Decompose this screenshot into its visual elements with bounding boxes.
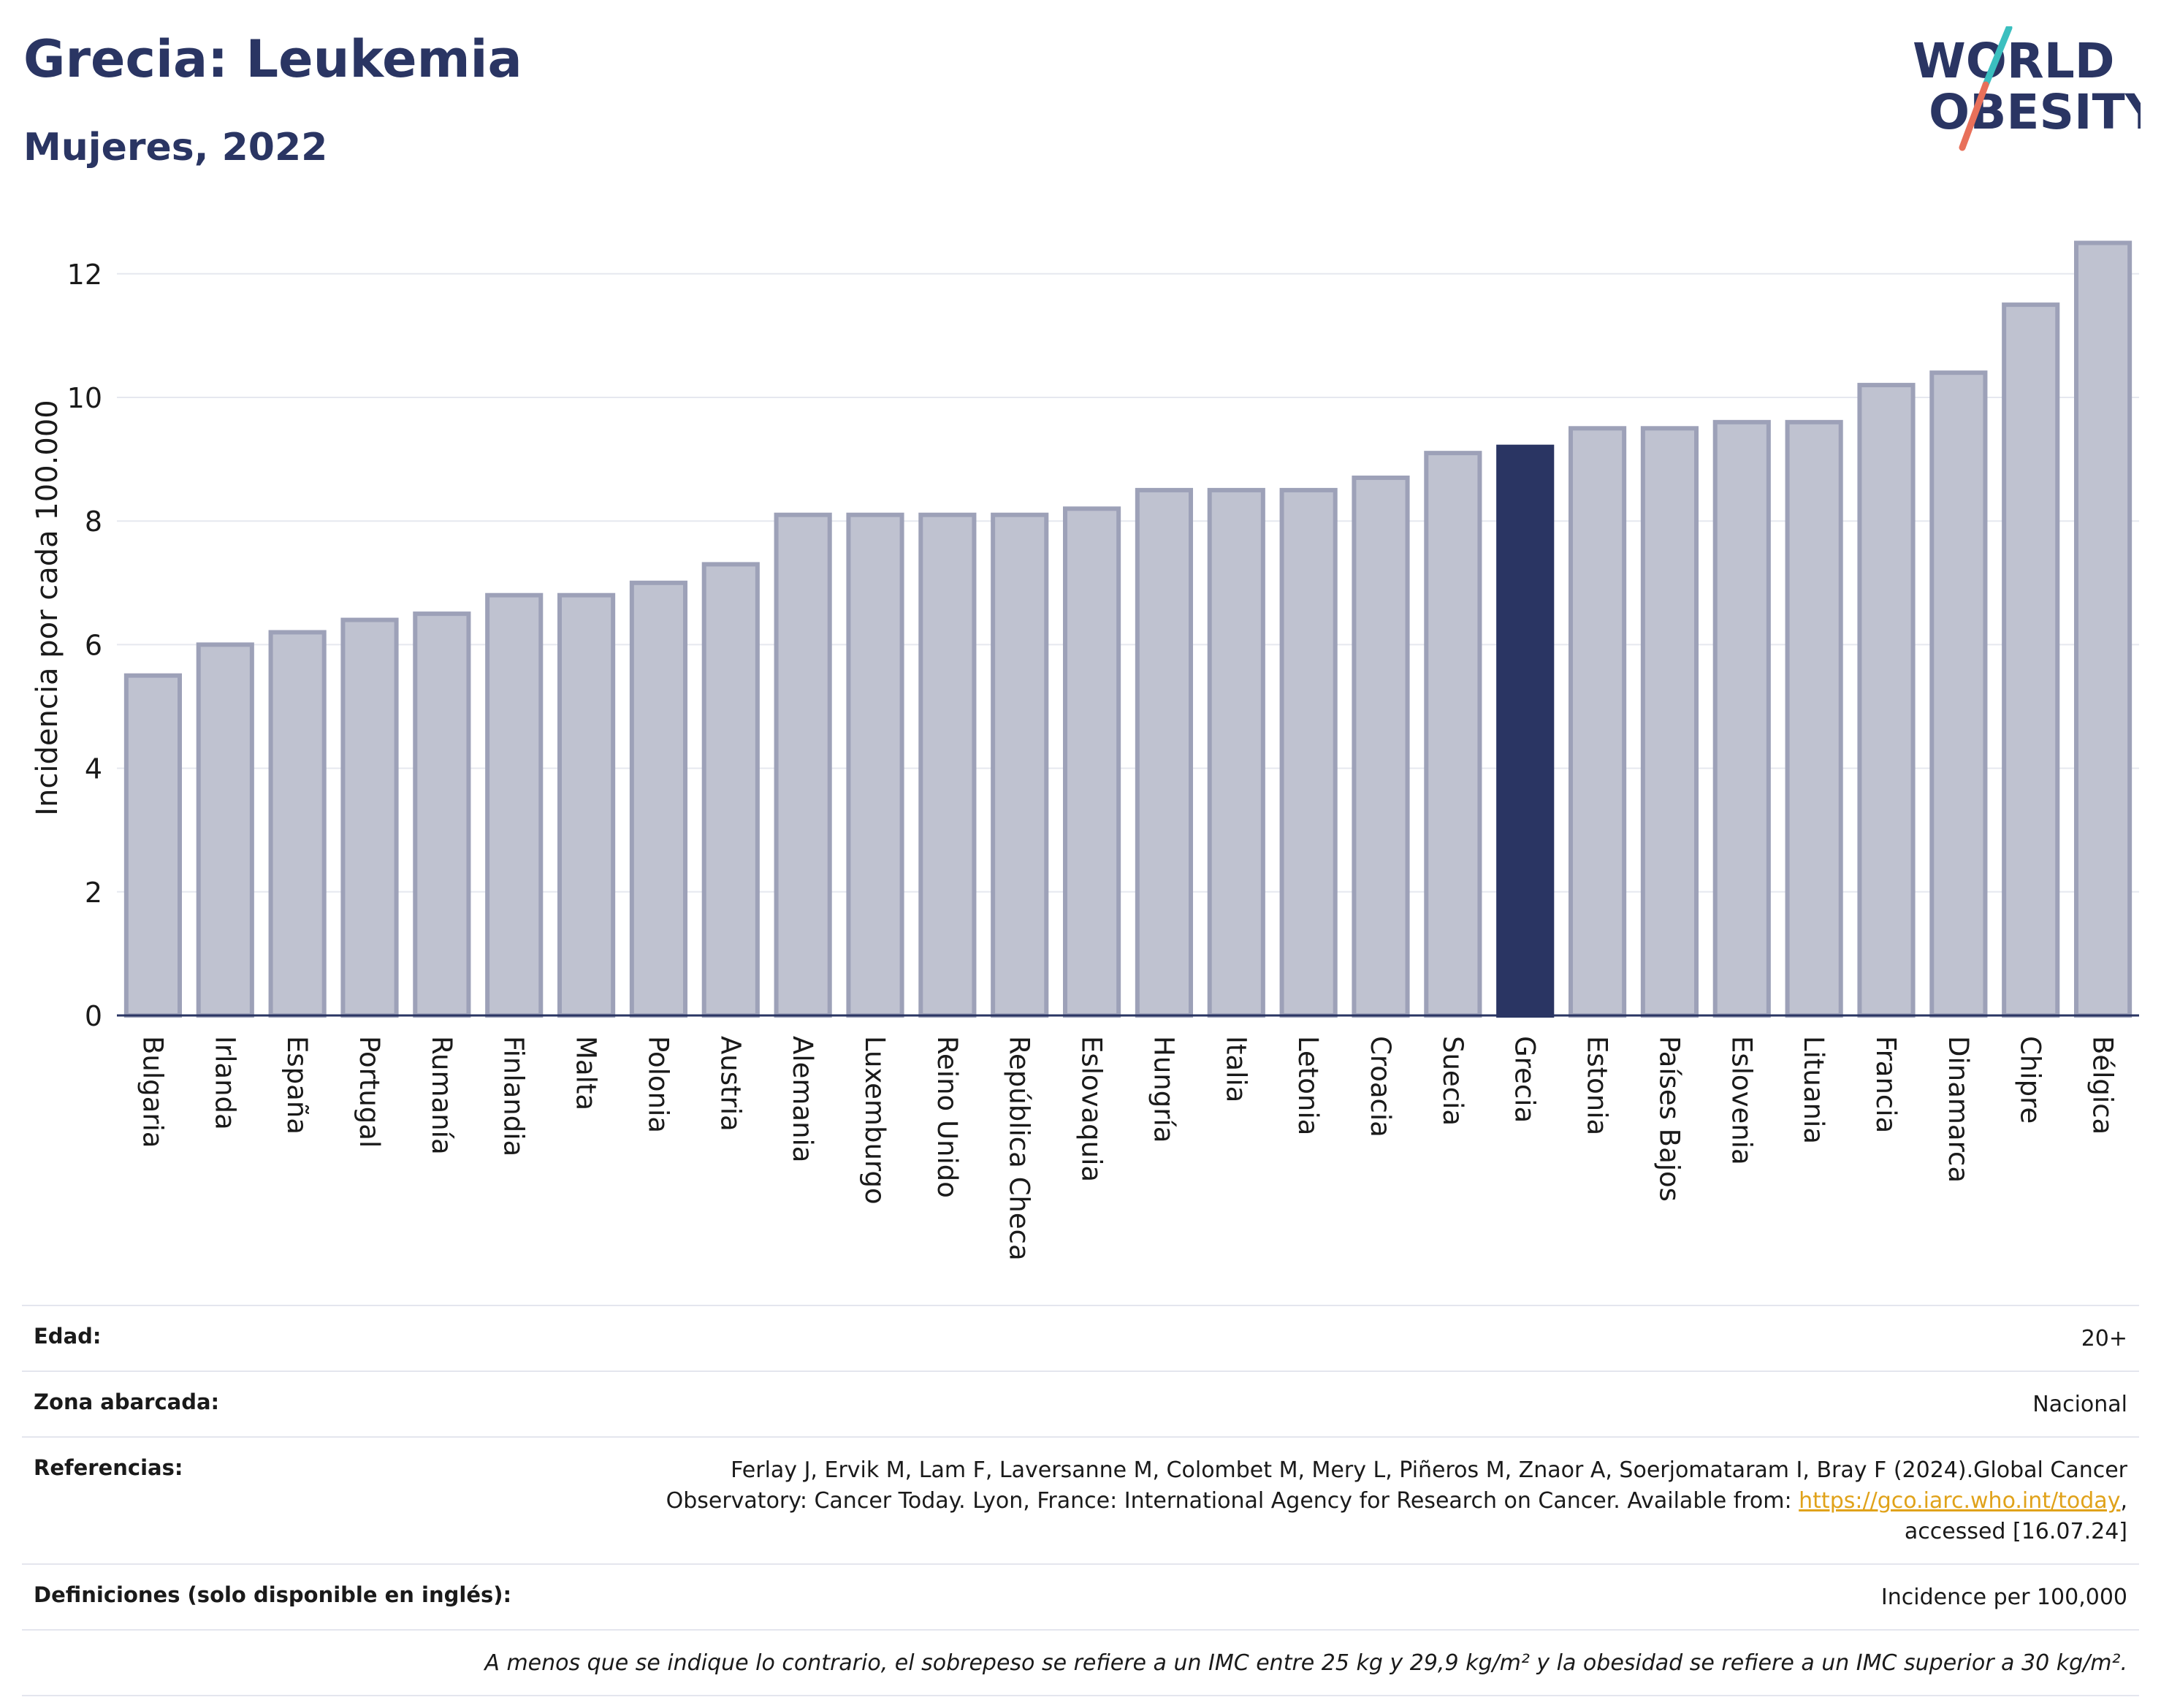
area-label: Zona abarcada:: [34, 1389, 220, 1414]
x-tick-label: Chipre: [2015, 1036, 2046, 1124]
y-tick-label: 8: [85, 506, 102, 538]
bar-croacia: [1352, 475, 1410, 1018]
y-tick-label: 6: [85, 629, 102, 661]
x-tick-label: Alemania: [787, 1036, 818, 1162]
logo-text-world: WORLD: [1913, 33, 2115, 89]
bar-rumanía: [413, 611, 471, 1018]
bar-francia: [1857, 383, 1916, 1018]
y-tick-label: 4: [85, 753, 102, 785]
definitions-value: Incidence per 100,000: [1880, 1585, 2127, 1610]
x-tick-label: Rumanía: [426, 1036, 457, 1155]
x-tick-label: Hungría: [1148, 1036, 1179, 1143]
age-label: Edad:: [34, 1324, 102, 1349]
references-line-2-comma: ,: [2120, 1488, 2127, 1514]
bar-finlandia: [485, 592, 544, 1018]
logo-slash-teal: [1982, 26, 2013, 88]
chart-title: Grecia: Leukemia: [23, 29, 522, 89]
x-tick-label: República Checa: [1004, 1036, 1035, 1261]
x-tick-label: Finlandia: [498, 1036, 530, 1156]
x-tick-label: Malta: [571, 1036, 602, 1110]
x-tick-label: Dinamarca: [1943, 1036, 1974, 1183]
y-tick-label: 10: [67, 382, 102, 414]
bar-malta: [557, 592, 616, 1018]
chart-subtitle: Mujeres, 2022: [23, 126, 328, 169]
y-tick-label: 12: [67, 259, 102, 291]
bar-chart: 0 2 4 6 8 10 12 Bulgaria Irlanda España Portugal R…: [31, 240, 2139, 1261]
x-tick-label: Eslovenia: [1726, 1036, 1757, 1165]
x-tick-label: Polonia: [642, 1036, 674, 1133]
references-line-2-text: Observatory: Cancer Today. Lyon, France:…: [666, 1488, 1799, 1514]
x-tick-label: Croacia: [1365, 1036, 1396, 1137]
references-value: Ferlay J, Ervik M, Lam F, Laversanne M, …: [666, 1455, 2127, 1547]
references-line-2: Observatory: Cancer Today. Lyon, France:…: [666, 1486, 2127, 1517]
area-value: Nacional: [2032, 1392, 2127, 1417]
age-value: 20+: [2081, 1326, 2127, 1351]
x-tick-label: Bulgaria: [137, 1036, 168, 1148]
bar-bélgica: [2073, 240, 2133, 1018]
bar-luxemburgo: [846, 512, 904, 1018]
references-link[interactable]: https://gco.iarc.who.int/today: [1799, 1488, 2121, 1514]
y-axis-label: Incidencia por cada 100.000: [31, 400, 64, 816]
bar-eslovenia: [1712, 419, 1771, 1018]
references-label: Referencias:: [34, 1455, 183, 1480]
bar-república-checa: [991, 512, 1049, 1018]
x-tick-label: Países Bajos: [1653, 1036, 1685, 1202]
obesity-note: A menos que se indique lo contrario, el …: [484, 1650, 2127, 1676]
bar-italia: [1207, 487, 1265, 1018]
bars: [123, 240, 2133, 1018]
x-tick-label: Estonia: [1582, 1036, 1613, 1135]
bar-hungría: [1135, 487, 1194, 1018]
bar-suecia: [1424, 451, 1482, 1018]
x-tick-label: Luxemburgo: [859, 1036, 891, 1205]
x-tick-label: Suecia: [1437, 1036, 1468, 1126]
x-tick-label: Austria: [714, 1036, 746, 1132]
info-row-age: Edad: 20+: [22, 1305, 2139, 1370]
y-tick-label: 0: [85, 1000, 102, 1032]
x-tick-label: Bélgica: [2087, 1036, 2119, 1135]
bar-letonia: [1279, 487, 1338, 1018]
references-line-3: accessed [16.07.24]: [1904, 1519, 2127, 1544]
x-axis-ticks: Bulgaria Irlanda España Portugal Rumanía Finl…: [137, 1036, 2118, 1261]
bar-lituania: [1785, 419, 1843, 1018]
bar-españa: [268, 630, 327, 1018]
bar-dinamarca: [1929, 370, 1988, 1018]
x-tick-label: Reino Unido: [931, 1036, 963, 1198]
x-tick-label: Lituania: [1798, 1036, 1829, 1144]
bar-austria: [701, 562, 760, 1018]
x-tick-label: Irlanda: [209, 1036, 240, 1130]
bar-alemania: [774, 512, 832, 1018]
info-table: Edad: 20+ Zona abarcada: Nacional Refere…: [22, 1305, 2139, 1696]
info-row-area: Zona abarcada: Nacional: [22, 1370, 2139, 1436]
references-line-1: Ferlay J, Ervik M, Lam F, Laversanne M, …: [731, 1457, 2127, 1483]
y-axis-ticks: 0 2 4 6 8 10 12: [67, 259, 102, 1032]
info-row-note: A menos que se indique lo contrario, el …: [22, 1629, 2139, 1696]
x-tick-label: Francia: [1870, 1036, 1902, 1133]
info-row-references: Referencias: Ferlay J, Ervik M, Lam F, L…: [22, 1436, 2139, 1563]
bar-estonia: [1568, 426, 1627, 1018]
x-tick-label: Italia: [1220, 1036, 1251, 1102]
x-tick-label: Letonia: [1292, 1036, 1324, 1135]
bar-bulgaria: [123, 673, 183, 1018]
bar-reino-unido: [918, 512, 977, 1018]
bar-grecia: [1496, 444, 1555, 1018]
bar-portugal: [340, 617, 399, 1018]
x-tick-label: Grecia: [1509, 1036, 1541, 1123]
x-tick-label: España: [281, 1036, 313, 1135]
logo-text-obesity: OBESITY: [1929, 84, 2141, 140]
logo-slash-coral: [1959, 81, 1989, 151]
bar-eslovaquia: [1062, 506, 1121, 1018]
info-row-definitions: Definiciones (solo disponible en inglés)…: [22, 1563, 2139, 1629]
y-tick-label: 2: [85, 877, 102, 909]
x-tick-label: Portugal: [354, 1036, 385, 1148]
bar-países-bajos: [1640, 426, 1699, 1018]
x-tick-label: Eslovaquia: [1076, 1036, 1108, 1182]
bar-chipre: [2002, 302, 2060, 1018]
definitions-label: Definiciones (solo disponible en inglés)…: [34, 1582, 512, 1607]
world-obesity-logo: WORLD OBESITY: [1913, 26, 2141, 151]
bar-irlanda: [196, 642, 254, 1018]
bar-polonia: [629, 580, 688, 1018]
